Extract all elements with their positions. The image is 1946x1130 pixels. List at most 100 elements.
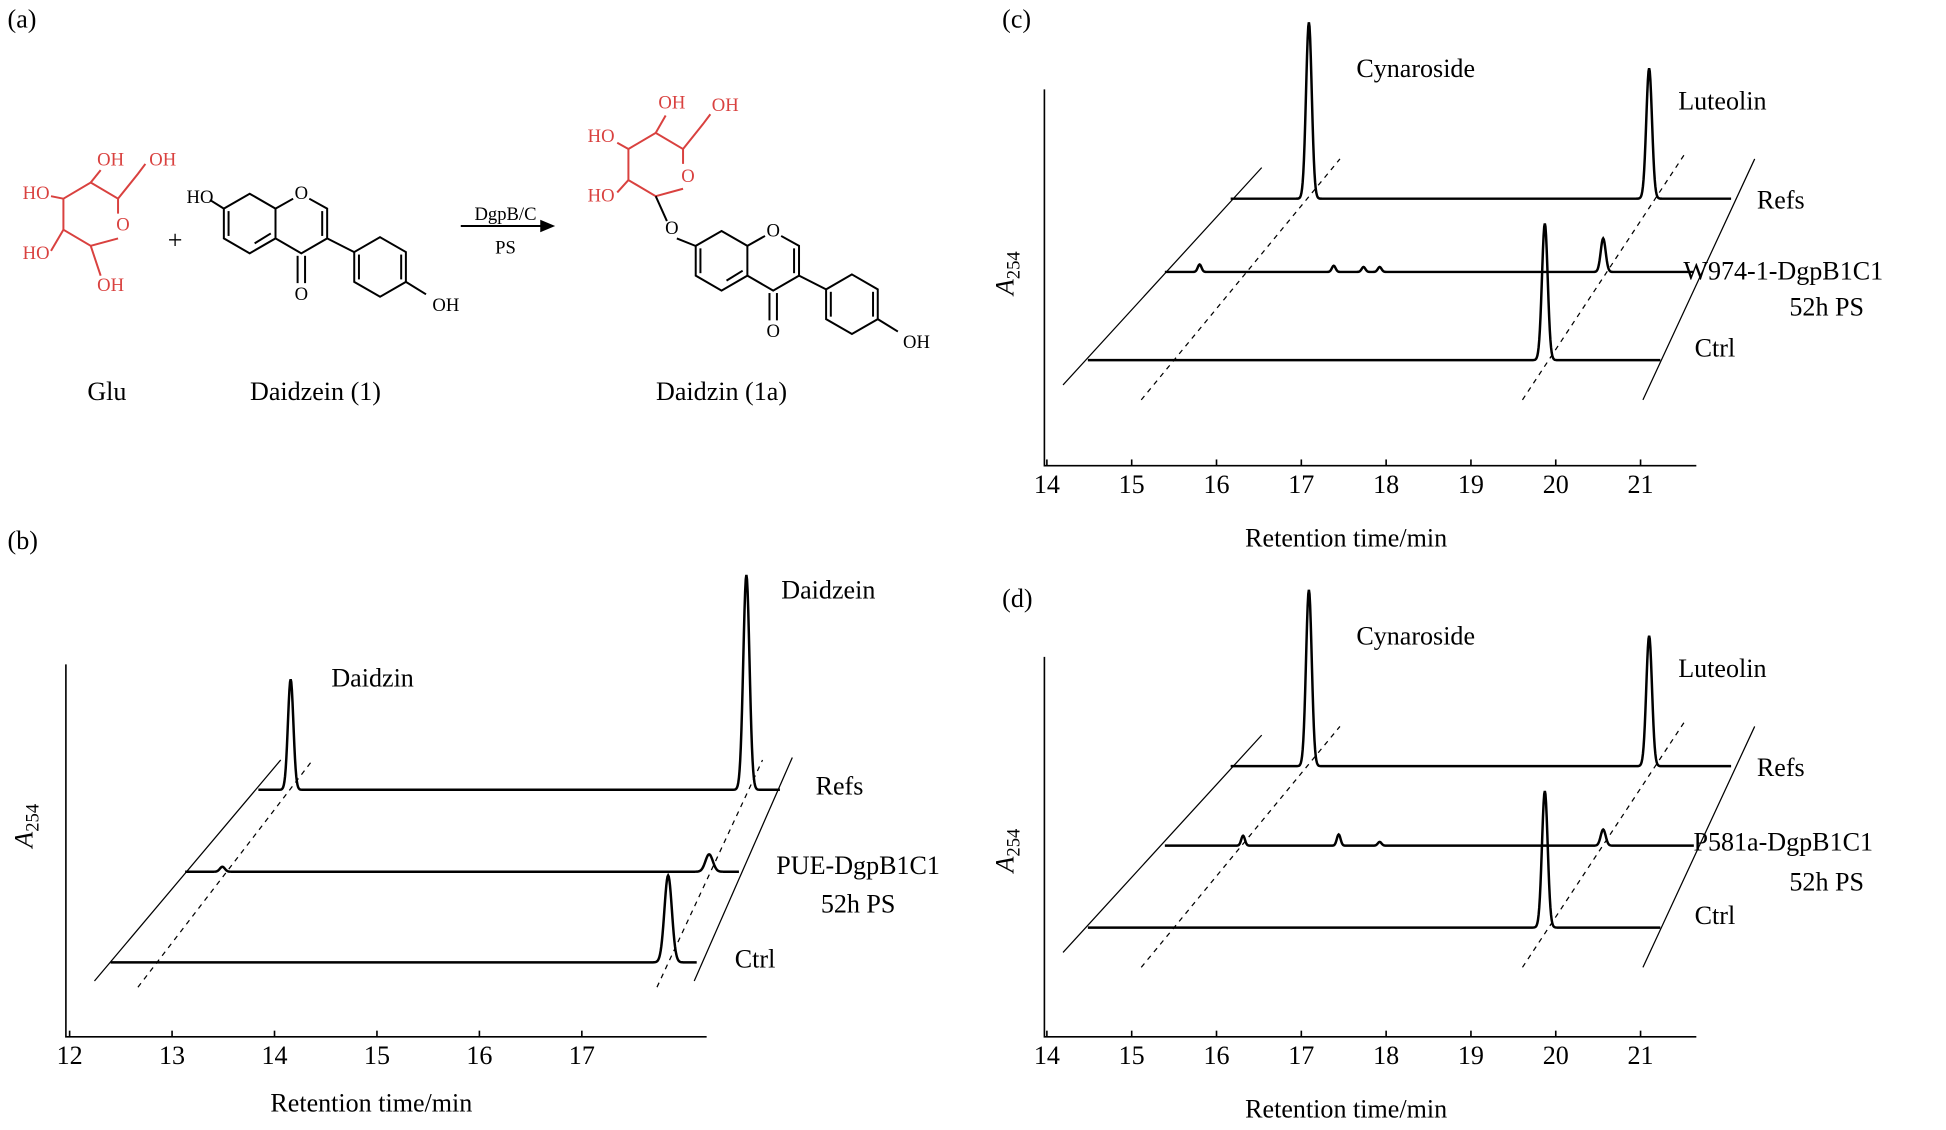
x-tick-label: 13 (159, 1041, 185, 1070)
x-tick-label: 15 (1119, 1041, 1145, 1070)
atom: HO (187, 187, 214, 208)
y-axis-label: A254 (9, 803, 43, 850)
y-axis-label-sub: 254 (1004, 828, 1025, 857)
x-tick-label: 18 (1373, 470, 1399, 499)
trace-label: W974-1-DgpB1C1 (1683, 256, 1883, 285)
trace (1087, 790, 1661, 929)
x-axis-label: Retention time/min (1245, 1095, 1447, 1124)
plus: + (168, 225, 183, 254)
daidzin-structure: HO OH OH HO O O O O OH (588, 93, 930, 354)
trace-label: Refs (1757, 186, 1805, 215)
compound-name: Daidzin (1a) (656, 377, 787, 406)
trace-label: P581a-DgpB1C1 (1693, 828, 1873, 857)
axis (65, 664, 707, 1038)
trace-label: 52h PS (1789, 292, 1864, 321)
trace (110, 872, 697, 964)
atom: O (681, 166, 694, 187)
x-tick-label: 19 (1458, 470, 1484, 499)
x-tick-label: 16 (466, 1041, 492, 1070)
offset-line (693, 757, 793, 982)
trace-label: 52h PS (821, 890, 896, 919)
x-tick-label: 21 (1628, 1041, 1654, 1070)
x-axis-label: Retention time/min (270, 1088, 472, 1117)
x-tick-label: 20 (1543, 470, 1569, 499)
atom: OH (97, 275, 124, 296)
atom: OH (149, 150, 176, 171)
y-axis-label-main: A (9, 831, 38, 850)
atom: HO (588, 186, 615, 207)
peak-label: Luteolin (1678, 654, 1766, 683)
x-tick-label: 15 (364, 1041, 390, 1070)
trace-label: Ctrl (735, 944, 776, 973)
alignment-line (1140, 158, 1341, 401)
atom: OH (432, 295, 459, 316)
axis (1043, 656, 1697, 1038)
y-axis-label: A254 (990, 828, 1024, 875)
peak-label: Daidzin (331, 664, 414, 693)
atom: HO (23, 183, 50, 204)
y-axis-label-main: A (990, 856, 1019, 875)
x-tick-label: 21 (1628, 470, 1654, 499)
peak-label: Daidzein (781, 576, 875, 605)
offset-line (1062, 734, 1263, 953)
x-tick-label: 15 (1119, 470, 1145, 499)
trace-label: Refs (1757, 753, 1805, 782)
x-tick-label: 17 (1288, 470, 1314, 499)
x-tick-label: 18 (1373, 1041, 1399, 1070)
trace-label: Ctrl (1695, 901, 1736, 930)
trace-label: Refs (816, 772, 864, 801)
offset-line (1062, 167, 1263, 386)
trace-label: 52h PS (1789, 867, 1864, 896)
daidzein-structure: HO O O OH (187, 183, 460, 316)
x-tick-label: 20 (1543, 1041, 1569, 1070)
trace (258, 574, 780, 791)
arrow-label: DgpB/C (474, 204, 536, 225)
peak-label: Luteolin (1678, 86, 1766, 115)
trace (1164, 236, 1694, 274)
y-axis-label: A254 (990, 251, 1024, 298)
x-axis-label: Retention time/min (1245, 523, 1447, 552)
chromatogram: 14 15 16 17 18 19 20 21 Retention time/min A254 Cy… (990, 22, 1883, 552)
trace (1230, 22, 1732, 200)
y-axis-label-sub: 254 (23, 803, 44, 832)
x-tick-label: 14 (1034, 1041, 1060, 1070)
trace (1087, 223, 1661, 362)
chromatogram: 12 13 14 15 16 17 Retention time/min A254 Daidzi… (9, 574, 940, 1117)
x-tick-label: 16 (1203, 470, 1229, 499)
panel-label: (d) (1002, 584, 1032, 613)
x-tick-label: 12 (57, 1041, 83, 1070)
atom: OH (658, 93, 685, 114)
atom: HO (23, 243, 50, 264)
atom: HO (588, 126, 615, 147)
atom: O (665, 218, 678, 239)
axis (1043, 89, 1697, 467)
alignment-line (137, 760, 313, 988)
trace-label: Ctrl (1695, 333, 1736, 362)
trace (185, 853, 739, 873)
x-tick-label: 14 (261, 1041, 287, 1070)
chromatogram: 14 15 16 17 18 19 20 21 Retention time/min A254 Cy… (990, 589, 1873, 1124)
trace (1230, 589, 1732, 768)
reaction-arrow (460, 219, 556, 233)
atom: O (766, 321, 779, 342)
peak-label: Cynaroside (1356, 621, 1475, 650)
atom: OH (712, 95, 739, 116)
x-tick-label: 19 (1458, 1041, 1484, 1070)
panel-label: (a) (8, 4, 37, 33)
atom: O (295, 284, 308, 305)
arrow-label: PS (495, 237, 516, 258)
compound-name: Daidzein (1) (250, 377, 381, 406)
x-tick-label: 17 (1288, 1041, 1314, 1070)
offset-line (1642, 726, 1756, 968)
atom: OH (903, 332, 930, 353)
compound-name: Glu (87, 377, 126, 406)
atom: O (766, 220, 779, 241)
panel-label: (b) (8, 526, 38, 555)
trace-label: PUE-DgpB1C1 (776, 851, 940, 880)
glucose-structure: HO OH OH HO O OH (23, 150, 177, 296)
x-tick-label: 17 (569, 1041, 595, 1070)
trace (1164, 827, 1694, 847)
peak-label: Cynaroside (1356, 54, 1475, 83)
